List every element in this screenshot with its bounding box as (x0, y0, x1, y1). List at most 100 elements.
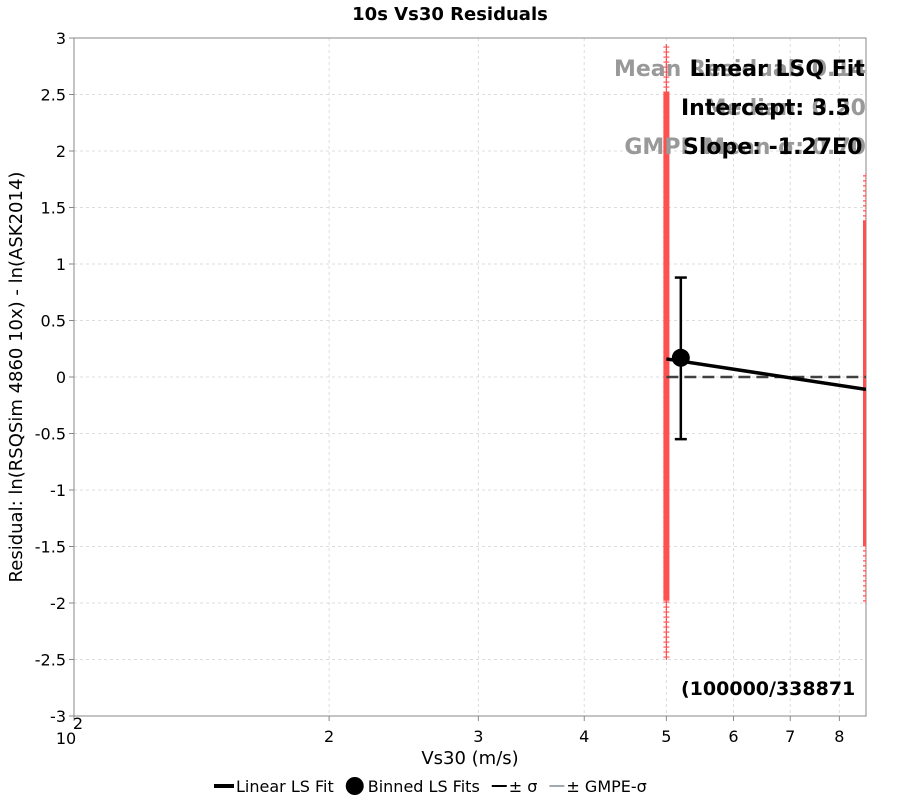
x-tick-label: 3 (473, 727, 483, 746)
y-tick-label: 0.5 (41, 312, 66, 331)
residual-marker (863, 462, 866, 469)
y-tick-label: 3 (56, 29, 66, 48)
residual-marker (863, 412, 866, 419)
residual-marker (863, 492, 866, 499)
y-tick-label: -2.5 (35, 651, 66, 670)
legend-label: Linear LS Fit (236, 777, 334, 796)
residual-marker (863, 292, 866, 299)
residual-marker (863, 542, 866, 549)
stats-annotation: GMPE Mean σ: 0.70 (624, 135, 866, 160)
data-layer (663, 44, 866, 661)
residual-marker (863, 357, 866, 364)
legend: Linear LS Fit Binned LS Fits ± σ ± GMPE-σ (214, 777, 647, 796)
x-tick-label: 10 (56, 729, 76, 748)
sample-count-annotation: (100000/338871 (681, 678, 855, 700)
residual-marker (863, 487, 866, 494)
residual-marker (863, 392, 866, 399)
residual-marker (863, 497, 866, 504)
legend-label: Binned LS Fits (368, 777, 480, 796)
residual-marker (863, 317, 866, 324)
residual-marker (863, 222, 866, 229)
x-tick-label: 8 (834, 727, 844, 746)
residual-marker (863, 472, 866, 479)
residual-marker (863, 282, 866, 289)
y-tick-label: -1.5 (35, 538, 66, 557)
residual-marker (863, 307, 866, 314)
residual-marker (863, 587, 866, 594)
residual-marker (863, 197, 866, 204)
residual-marker (863, 332, 866, 339)
residual-marker (863, 572, 866, 579)
x-tick-label: 6 (728, 727, 738, 746)
y-tick-label: 1 (56, 255, 66, 274)
residual-marker (863, 337, 866, 344)
residual-marker (863, 557, 866, 564)
residual-marker (863, 382, 866, 389)
y-tick-label: -2 (50, 594, 66, 613)
residual-marker (863, 212, 866, 219)
residual-marker (863, 327, 866, 334)
residual-marker (863, 172, 866, 179)
residual-marker (863, 192, 866, 199)
residual-marker (863, 537, 866, 544)
residual-marker (863, 597, 866, 604)
residual-marker (863, 207, 866, 214)
y-tick-label: -1 (50, 481, 66, 500)
x-tick-label: 4 (579, 727, 589, 746)
residual-marker (663, 654, 670, 661)
residual-marker (863, 227, 866, 234)
fit-annotation: Slope: -1.27E0 (683, 135, 862, 160)
residual-marker (863, 452, 866, 459)
residual-marker (863, 232, 866, 239)
y-tick-label: 2.5 (41, 86, 66, 105)
residual-marker (863, 517, 866, 524)
residual-marker (863, 347, 866, 354)
y-axis-label: Residual: ln(RSQSim 4860 10x) - ln(ASK20… (6, 172, 27, 583)
fit-annotation: Linear LSQ Fit (690, 57, 865, 82)
residual-marker (863, 237, 866, 244)
fit-annotation: Intercept: 3.5 (681, 96, 851, 121)
residual-marker (863, 287, 866, 294)
residual-marker (863, 527, 866, 534)
residual-marker (863, 247, 866, 254)
residual-marker (863, 312, 866, 319)
residual-marker (863, 302, 866, 309)
residual-marker (863, 322, 866, 329)
residual-marker (863, 257, 866, 264)
residual-marker (863, 362, 866, 369)
residual-marker (863, 507, 866, 514)
residual-scatter-column (663, 44, 670, 661)
y-tick-label: 1.5 (41, 199, 66, 218)
legend-swatch-dot (345, 777, 364, 795)
stats-annotation: Median: 0.20 (705, 96, 866, 121)
residual-marker (863, 522, 866, 529)
residual-marker (863, 372, 866, 379)
residual-marker (863, 567, 866, 574)
residual-marker (863, 577, 866, 584)
residual-marker (863, 297, 866, 304)
stats-annotation: Mean Residual: 0.14 (614, 57, 866, 82)
residual-marker (863, 592, 866, 599)
linear-ls-fit-line (666, 357, 866, 392)
residual-marker (863, 407, 866, 414)
binned-ls-fit-point (671, 348, 690, 367)
residual-marker (863, 277, 866, 284)
residual-marker (863, 262, 866, 269)
residual-marker (863, 562, 866, 569)
residual-marker (863, 272, 866, 279)
x-tick-label: 5 (661, 727, 671, 746)
x-tick-label-exponent: 2 (73, 714, 83, 733)
legend-item: ± σ (491, 777, 538, 796)
residual-marker (863, 582, 866, 589)
residual-marker (863, 467, 866, 474)
x-tick-label: 7 (785, 727, 795, 746)
residual-marker (863, 367, 866, 374)
residual-marker (863, 182, 866, 189)
residual-marker (863, 447, 866, 454)
residual-marker (863, 187, 866, 194)
legend-label: ± σ (509, 777, 538, 796)
residual-marker (863, 267, 866, 274)
residual-marker (863, 547, 866, 554)
residual-marker (863, 377, 866, 384)
